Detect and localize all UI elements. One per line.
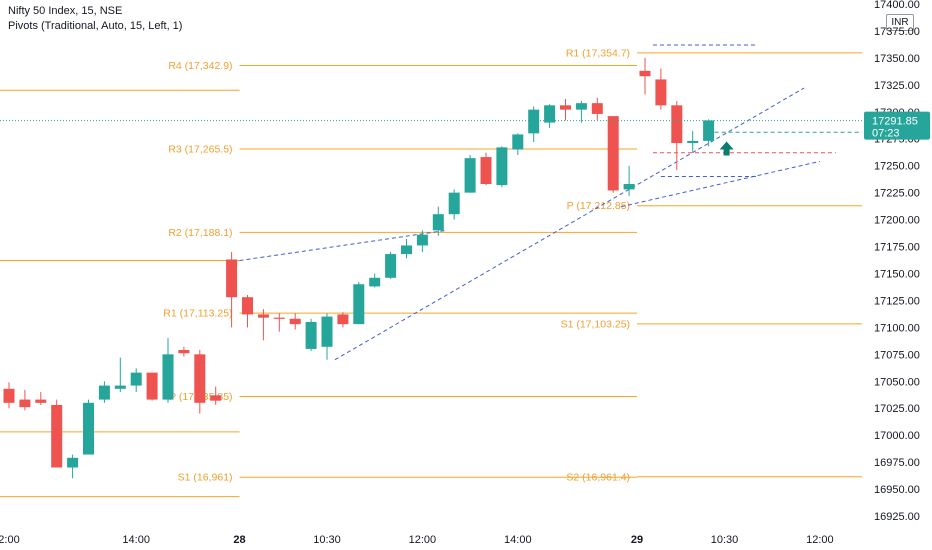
y-tick-label: 16975.00: [874, 457, 920, 469]
pivot-label: R4 (17,342.9): [168, 60, 232, 72]
trend-line: [239, 229, 447, 262]
candle-body: [67, 457, 79, 468]
trend-line: [621, 160, 821, 208]
candle-body: [448, 192, 460, 215]
x-tick-label: 14:00: [122, 534, 150, 546]
candle-body: [353, 284, 365, 325]
pivot-label: R3 (17,265.5): [168, 143, 232, 155]
candle-body: [639, 70, 651, 77]
candle-body: [19, 399, 31, 408]
trend-line: [334, 87, 805, 361]
pivot-label: P (17,212.85): [567, 200, 630, 212]
y-tick-label: 17150.00: [874, 268, 920, 280]
candle-body: [687, 140, 699, 144]
x-tick-label: 28: [233, 534, 245, 546]
up-arrow-icon: [719, 141, 734, 156]
candle-body: [226, 259, 238, 298]
y-tick-label: 17200.00: [874, 215, 920, 227]
y-tick-label: 17350.00: [874, 53, 920, 65]
x-tick-label: 10:30: [711, 534, 739, 546]
candle-body: [655, 79, 667, 106]
y-tick-label: 17000.00: [874, 430, 920, 442]
x-tick-label: 10:30: [313, 534, 341, 546]
y-tick-label: 17250.00: [874, 161, 920, 173]
y-tick-label: 17225.00: [874, 188, 920, 200]
candle-body: [51, 404, 63, 468]
candle-body: [703, 120, 715, 141]
last-price-label: 17291.85: [872, 116, 918, 128]
candle-body: [671, 105, 683, 144]
y-tick-label: 17175.00: [874, 242, 920, 254]
x-tick-label: 12:00: [806, 534, 834, 546]
candle-body: [575, 103, 587, 110]
pivot-label: S1 (17,103.25): [561, 318, 630, 330]
indicator-legend[interactable]: Pivots (Traditional, Auto, 15, Left, 1): [8, 20, 183, 32]
candle-body: [496, 147, 508, 186]
candle-body: [130, 372, 142, 386]
y-tick-label: 17025.00: [874, 403, 920, 415]
candle-body: [607, 116, 619, 191]
y-tick-label: 17075.00: [874, 349, 920, 361]
y-tick-label: 17100.00: [874, 322, 920, 334]
y-tick-label: 17375.00: [874, 26, 920, 38]
candle-body: [114, 385, 126, 389]
candle-body: [337, 314, 349, 325]
countdown-label: 07:23: [872, 128, 900, 140]
candle-body: [385, 254, 397, 278]
candle-body: [321, 316, 333, 347]
pivot-label: R1 (17,113.25): [163, 308, 232, 320]
candle-body: [432, 214, 444, 231]
candle-body: [83, 402, 94, 455]
candle-body: [210, 395, 222, 401]
candle-body: [623, 184, 635, 190]
candle-body: [98, 385, 110, 400]
candle-body: [401, 245, 412, 255]
y-tick-label: 17325.00: [874, 80, 920, 92]
candle-body: [591, 103, 603, 114]
candle-body: [194, 354, 206, 403]
candle-body: [273, 317, 285, 319]
candle-body: [3, 388, 15, 403]
y-tick-label: 17125.00: [874, 295, 920, 307]
pivot-label: S1 (16,961): [178, 472, 233, 484]
y-tick-label: 17050.00: [874, 376, 920, 388]
candle-body: [257, 314, 269, 318]
candle-body: [512, 134, 524, 150]
candle-body: [560, 105, 571, 110]
candle-body: [369, 277, 381, 287]
pivot-label: R1 (17,354.7): [566, 47, 630, 59]
candle-body: [544, 105, 556, 123]
y-tick-label: 16950.00: [874, 484, 920, 496]
x-tick-label: 2:00: [0, 534, 20, 546]
pivot-label: R2 (17,188.1): [168, 227, 232, 239]
x-tick-label: 14:00: [504, 534, 532, 546]
candle-body: [35, 399, 47, 403]
candle-body: [416, 234, 428, 246]
chart-title: Nifty 50 Index, 15, NSE: [8, 5, 123, 17]
candle-body: [146, 372, 158, 400]
candle-body: [162, 354, 174, 400]
x-tick-label: 29: [631, 534, 643, 546]
candle-body: [480, 157, 492, 185]
pivot-label: S2 (16,961.4): [566, 471, 630, 483]
candle-body: [528, 109, 540, 134]
candle-body: [305, 321, 317, 349]
candle-body: [464, 158, 476, 193]
candle-body: [289, 318, 301, 325]
price-tag-bg: [864, 111, 930, 140]
candle-body: [242, 297, 253, 315]
candle-body: [178, 350, 190, 354]
y-tick-label: 16925.00: [874, 511, 920, 523]
currency-badge[interactable]: INR: [886, 14, 914, 31]
x-tick-label: 12:00: [409, 534, 437, 546]
y-tick-label: 17400.00: [874, 0, 920, 11]
